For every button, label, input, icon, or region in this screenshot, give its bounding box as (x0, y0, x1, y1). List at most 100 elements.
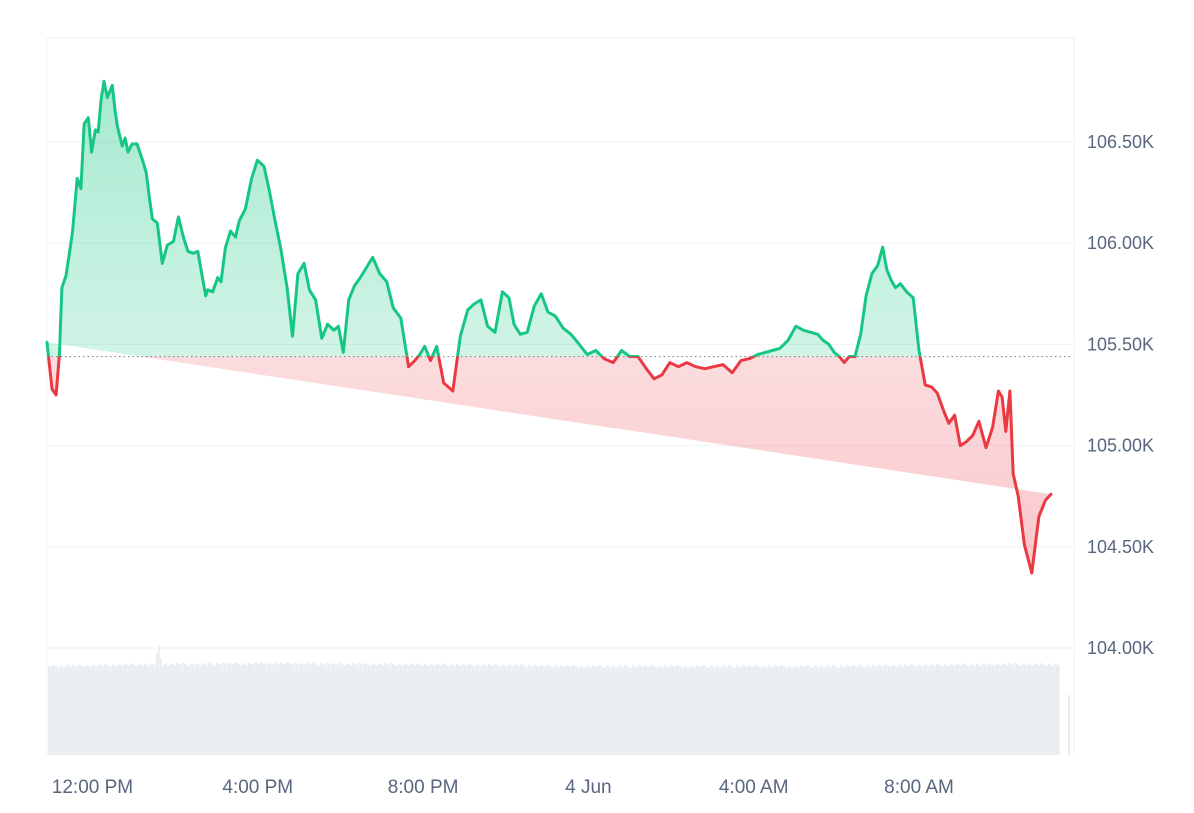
volume-bar (210, 663, 212, 755)
volume-bar (454, 666, 456, 755)
volume-bar (218, 664, 220, 755)
volume-bar (406, 664, 408, 755)
volume-bar (1044, 664, 1046, 755)
volume-bar (134, 665, 136, 755)
volume-bar (88, 665, 90, 755)
volume-bar (534, 664, 536, 755)
volume-bar (362, 664, 364, 755)
volume-bar (616, 667, 618, 755)
volume-bar (1058, 665, 1060, 755)
volume-bar (842, 666, 844, 755)
volume-bar (806, 665, 808, 755)
volume-bar (1054, 663, 1056, 755)
volume-bar (784, 666, 786, 755)
volume-bar (1000, 665, 1002, 755)
volume-bar (234, 662, 236, 755)
volume-bar (170, 663, 172, 755)
volume-bar (896, 666, 898, 755)
volume-bar (384, 663, 386, 755)
volume-bar (322, 664, 324, 755)
volume-bar (342, 664, 344, 755)
volume-bar (50, 667, 52, 755)
volume-bar (656, 667, 658, 755)
x-axis: 12:00 PM 4:00 PM 8:00 PM 4 Jun 4:00 AM 8:00 A… (52, 777, 954, 798)
volume-bar (294, 662, 296, 755)
volume-bar (464, 664, 466, 755)
volume-bar (552, 667, 554, 755)
volume-bar (792, 667, 794, 755)
volume-bar (124, 663, 126, 755)
volume-bar (1052, 665, 1054, 755)
volume-bar (494, 663, 496, 755)
volume-bar (798, 667, 800, 755)
volume-bar (608, 666, 610, 755)
x-tick-label: 12:00 PM (52, 777, 133, 798)
volume-bar (946, 665, 948, 755)
volume-bar (876, 666, 878, 755)
volume-bar (690, 665, 692, 755)
price-line-up[interactable] (45, 79, 1051, 573)
volume-bar (284, 664, 286, 755)
volume-bar (898, 664, 900, 755)
volume-bar (266, 664, 268, 755)
volume-bar (992, 664, 994, 755)
volume-bar (550, 666, 552, 755)
volume-bar (598, 665, 600, 755)
volume-bar (870, 667, 872, 755)
volume-bar (252, 664, 254, 755)
volume-bar (250, 663, 252, 755)
volume-bar (688, 667, 690, 755)
volume-bar (682, 667, 684, 755)
volume-bar (940, 665, 942, 755)
volume-bar (548, 665, 550, 755)
volume-bar (964, 664, 966, 755)
volume-bar (724, 666, 726, 755)
volume-bar (756, 665, 758, 755)
volume-bar (872, 665, 874, 755)
volume-bar (276, 663, 278, 755)
price-line[interactable] (45, 79, 1053, 575)
volume-bar (874, 665, 876, 755)
volume-bar (502, 664, 504, 755)
volume-bar (392, 664, 394, 755)
volume-bar (184, 663, 186, 755)
volume-bar (982, 663, 984, 755)
volume-bar (594, 666, 596, 755)
volume-bar (428, 665, 430, 755)
volume-bar (522, 665, 524, 755)
volume-bar (880, 665, 882, 755)
volume-bar (956, 663, 958, 755)
volume-bar (188, 665, 190, 755)
volume-bar (922, 666, 924, 755)
volume-bar (908, 666, 910, 755)
volume-bar (604, 667, 606, 755)
volume-bar (372, 663, 374, 755)
volume-bar (352, 663, 354, 755)
volume-bar (866, 665, 868, 755)
volume-bar (426, 664, 428, 755)
volume-bar (190, 663, 192, 755)
y-tick-label: 105.50K (1087, 334, 1154, 354)
volume-bar (512, 666, 514, 755)
volume-bar (152, 664, 154, 755)
volume-bar (268, 662, 270, 755)
volume-bar (420, 665, 422, 755)
volume-bar (156, 653, 158, 755)
volume-bar (474, 666, 476, 755)
volume-bar (650, 665, 652, 755)
volume-bar (432, 664, 434, 755)
volume-bar (1018, 664, 1020, 755)
volume-bar (180, 664, 182, 755)
volume-bar (970, 664, 972, 755)
volume-bar (434, 665, 436, 755)
volume-bar (414, 665, 416, 755)
volume-bar (740, 667, 742, 755)
volume-bar (800, 665, 802, 755)
y-tick-label: 105.00K (1087, 436, 1154, 456)
volume-bar (488, 664, 490, 755)
volume-bar (220, 664, 222, 755)
volume-bar (634, 666, 636, 755)
volume-bar (708, 667, 710, 755)
